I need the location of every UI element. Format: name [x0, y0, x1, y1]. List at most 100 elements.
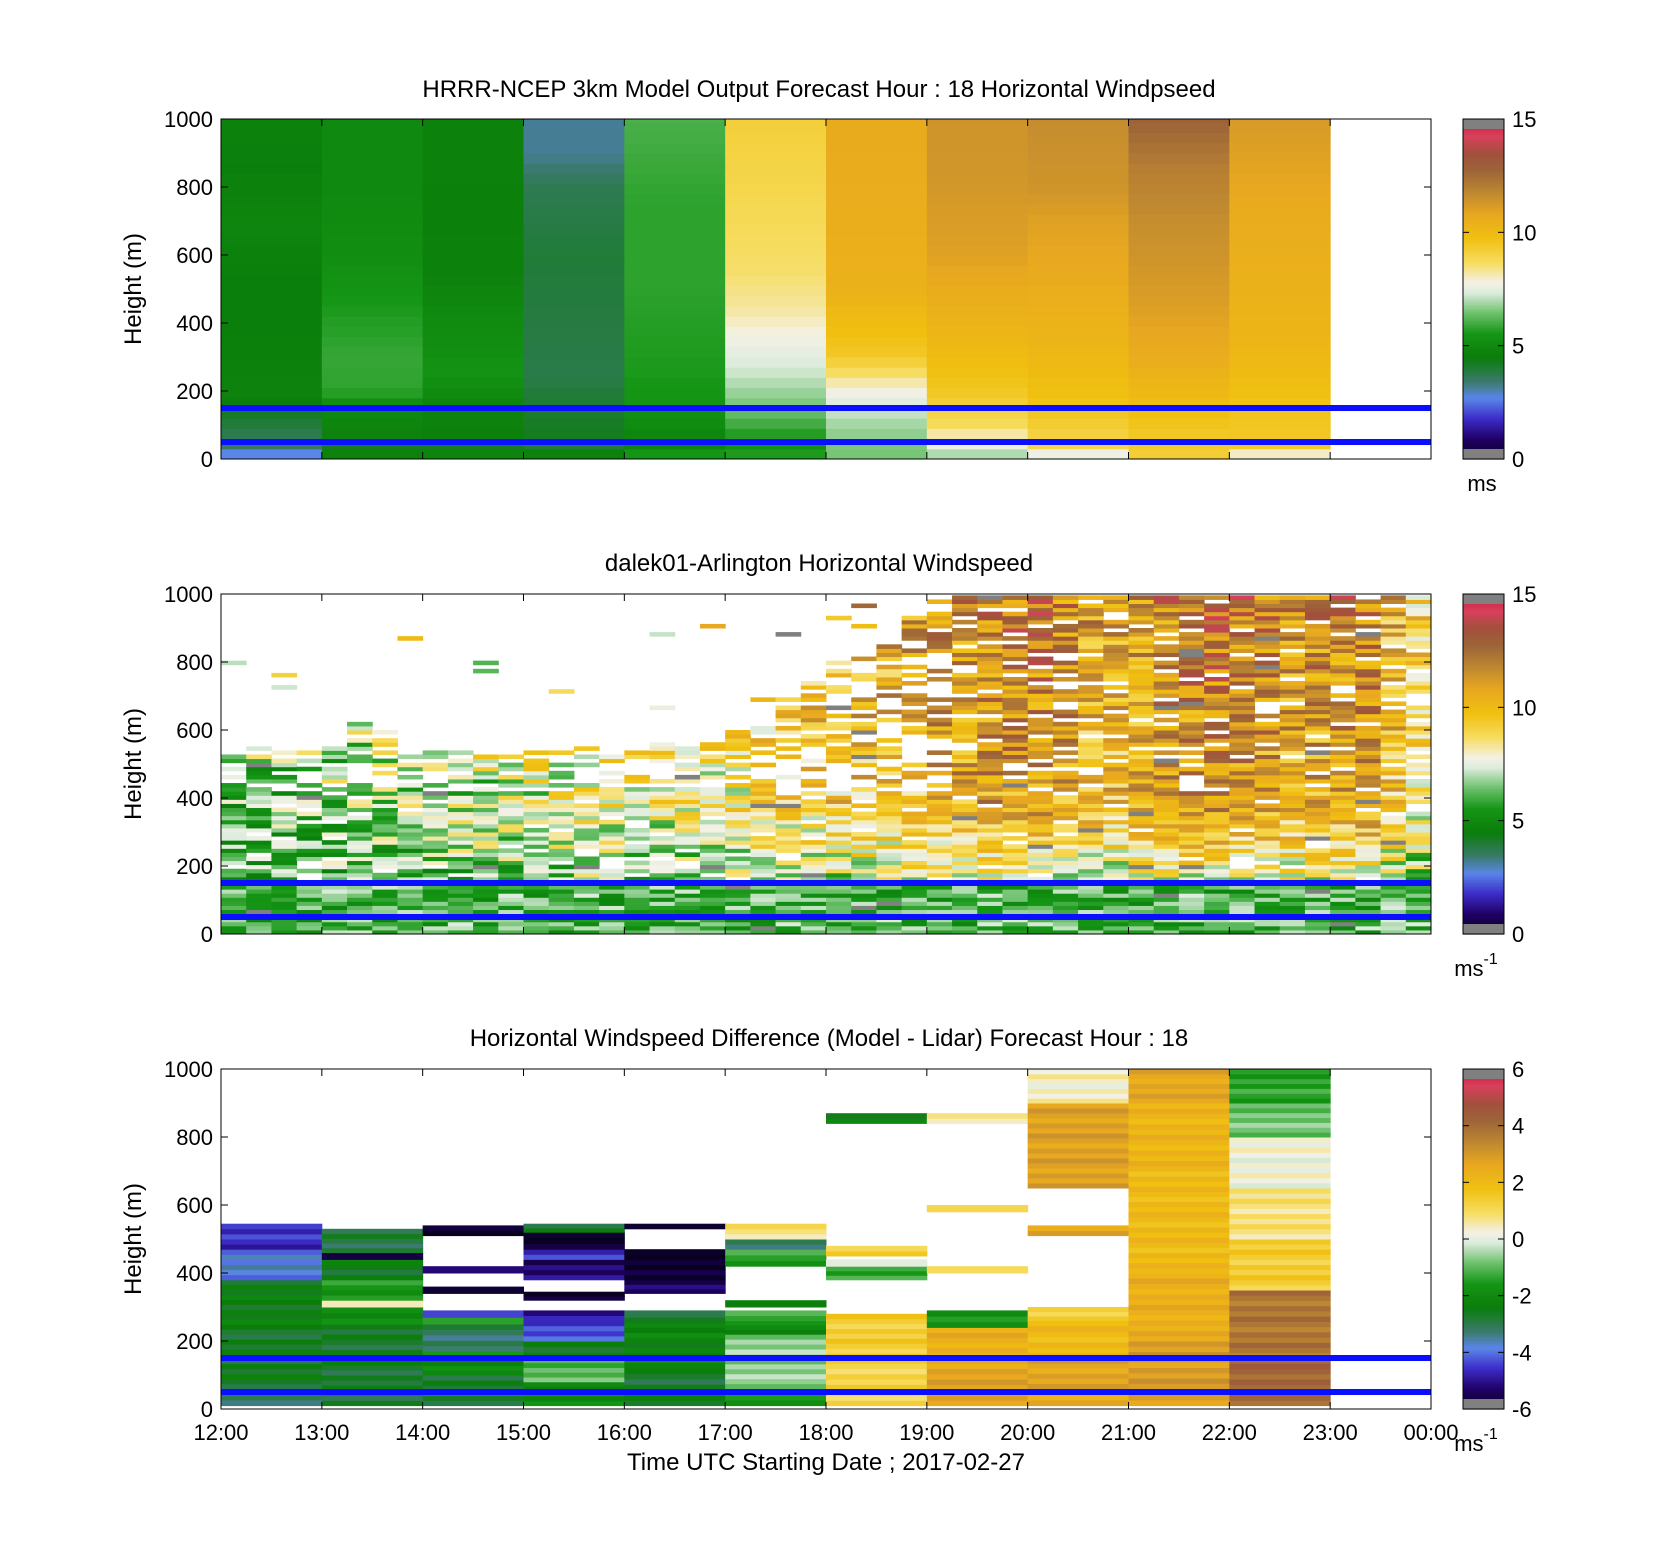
heatmap-cell — [347, 746, 373, 751]
heatmap-cell — [1128, 803, 1155, 809]
heatmap-cell — [422, 844, 449, 849]
heatmap-cell — [1128, 1196, 1230, 1203]
heatmap-cell — [624, 909, 651, 915]
heatmap-cell — [649, 754, 676, 760]
heatmap-cell — [422, 275, 524, 287]
heatmap-cell — [926, 1113, 1029, 1119]
heatmap-cell — [1153, 852, 1180, 857]
heatmap-cell — [1254, 770, 1281, 776]
heatmap-cell — [826, 132, 928, 144]
heatmap-cell — [1380, 652, 1407, 658]
heatmap-cell — [221, 275, 323, 287]
heatmap-cell — [296, 799, 323, 804]
heatmap-cell — [221, 316, 323, 327]
heatmap-cell — [1002, 827, 1029, 833]
colorbar-swatch — [1463, 232, 1504, 236]
heatmap-cell — [1380, 636, 1407, 641]
heatmap-cell — [1204, 766, 1230, 772]
heatmap-cell — [775, 860, 802, 866]
heatmap-cell — [1204, 795, 1230, 800]
heatmap-cell — [725, 408, 827, 419]
heatmap-cell — [952, 762, 978, 768]
colorbar-swatch — [1463, 1282, 1504, 1285]
heatmap-cell — [699, 844, 726, 849]
heatmap-cell — [1229, 1162, 1331, 1169]
heatmap-cell — [1128, 742, 1155, 747]
heatmap-cell — [901, 856, 928, 862]
heatmap-cell — [876, 856, 903, 862]
heatmap-cell — [548, 844, 575, 849]
heatmap-cell — [901, 799, 928, 804]
heatmap-cell — [649, 799, 676, 804]
heatmap-cell — [826, 163, 928, 174]
heatmap-cell — [1128, 611, 1155, 617]
heatmap-cell — [1052, 734, 1079, 739]
heatmap-cell — [523, 357, 625, 368]
heatmap-cell — [1128, 799, 1155, 804]
heatmap-cell — [1153, 636, 1180, 641]
heatmap-cell — [1153, 860, 1180, 866]
colorbar-swatch — [1463, 1297, 1504, 1301]
heatmap-cell — [674, 799, 701, 804]
heatmap-cell — [1330, 762, 1356, 768]
colorbar-swatch — [1463, 275, 1504, 279]
heatmap-cell — [826, 306, 928, 317]
heatmap-cell — [1153, 815, 1180, 821]
heatmap-cell — [1128, 275, 1230, 287]
heatmap-cell — [977, 860, 1003, 866]
heatmap-cell — [1128, 1088, 1230, 1094]
heatmap-cell — [1304, 623, 1331, 629]
heatmap-cell — [952, 803, 978, 809]
heatmap-cell — [1380, 693, 1407, 698]
colorbar-swatch — [1463, 304, 1504, 308]
colorbar-unit-lidar: ms-1 — [1454, 951, 1498, 981]
heatmap-cell — [1229, 693, 1256, 698]
heatmap-cell — [246, 876, 272, 882]
heatmap-cell — [725, 1373, 827, 1380]
heatmap-cell — [321, 306, 424, 317]
heatmap-cell — [699, 905, 726, 911]
heatmap-cell — [1002, 868, 1029, 874]
heatmap-cell — [498, 819, 524, 825]
heatmap-cell — [1405, 836, 1431, 841]
heatmap-cell — [1204, 889, 1230, 894]
y-tick-label: 200 — [176, 379, 213, 404]
heatmap-cell — [246, 909, 272, 915]
heatmap-cell — [952, 672, 978, 678]
heatmap-cell — [1103, 774, 1129, 780]
colorbar-overflow-cap — [1463, 594, 1504, 604]
heatmap-cell — [1128, 1242, 1230, 1248]
heatmap-cell — [321, 326, 424, 338]
heatmap-cell — [573, 791, 600, 796]
heatmap-cell — [1380, 795, 1407, 800]
heatmap-cell — [1078, 811, 1104, 817]
heatmap-cell — [826, 799, 852, 804]
heatmap-cell — [926, 636, 953, 641]
heatmap-cell — [926, 619, 953, 625]
heatmap-cell — [977, 685, 1003, 690]
heatmap-cell — [1128, 1216, 1230, 1223]
heatmap-cell — [422, 234, 524, 246]
heatmap-cell — [876, 909, 903, 915]
heatmap-cell — [952, 611, 978, 617]
heatmap-cell — [1229, 823, 1256, 829]
heatmap-cell — [1052, 909, 1079, 915]
heatmap-cell — [1103, 799, 1129, 804]
heatmap-cell — [1355, 705, 1382, 711]
heatmap-cell — [1229, 672, 1256, 678]
colorbar-swatch — [1463, 1220, 1504, 1224]
panel-difference-title: Horizontal Windspeed Difference (Model -… — [470, 1025, 1189, 1052]
heatmap-cell — [1128, 183, 1230, 195]
heatmap-cell — [1229, 819, 1256, 825]
heatmap-cell — [1380, 713, 1407, 719]
heatmap-cell — [725, 397, 827, 409]
heatmap-cell — [1027, 1325, 1129, 1332]
heatmap-cell — [1153, 901, 1180, 906]
colorbar-swatch — [1463, 655, 1504, 659]
heatmap-cell — [1229, 921, 1256, 927]
heatmap-cell — [473, 799, 499, 804]
heatmap-cell — [1178, 770, 1205, 776]
heatmap-cell — [649, 876, 676, 882]
heatmap-cell — [699, 803, 726, 809]
heatmap-cell — [649, 868, 676, 874]
